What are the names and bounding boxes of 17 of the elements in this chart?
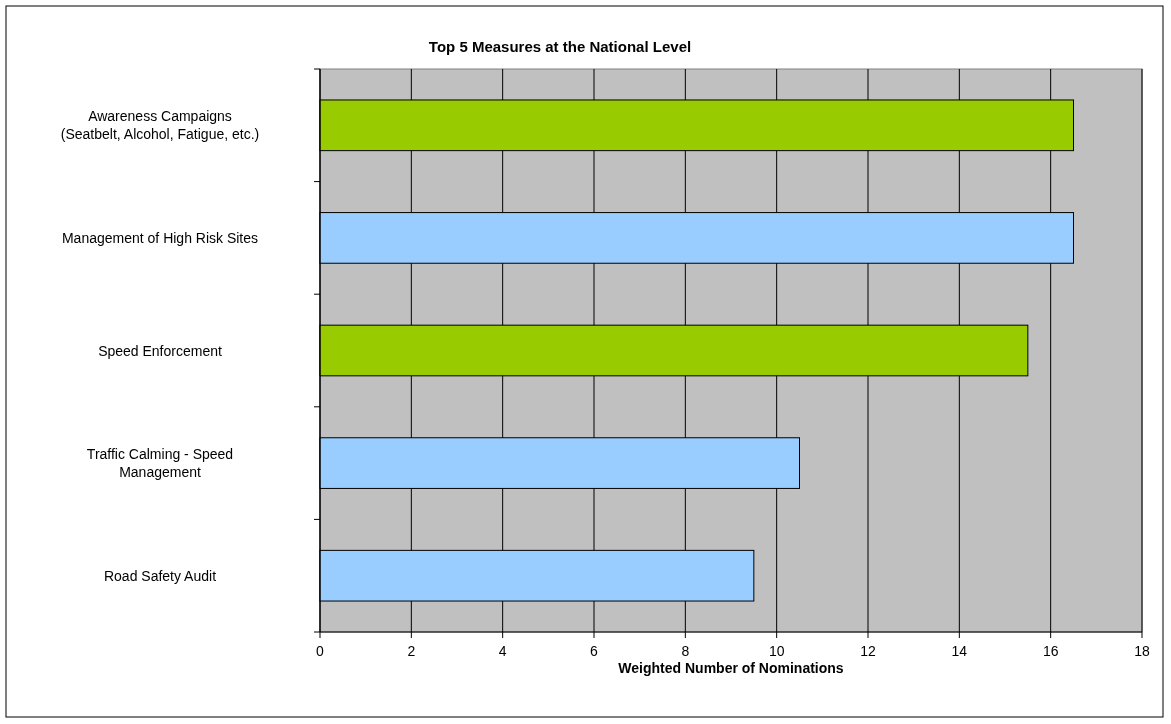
y-tick-label: Awareness Campaigns (Seatbelt, Alcohol, Fatigue, etc.) <box>60 108 260 143</box>
x-tick-label: 10 <box>768 643 785 659</box>
x-tick-label: 12 <box>860 643 876 659</box>
x-tick-label: 18 <box>1134 643 1150 659</box>
x-tick-label: 0 <box>316 643 325 659</box>
x-tick-label: 4 <box>498 643 507 659</box>
x-tick-label: 16 <box>1042 643 1059 659</box>
x-tick-label: 8 <box>681 643 690 659</box>
y-tick-label: Management of High Risk Sites <box>61 229 259 246</box>
y-tick-label: Speed Enforcement <box>98 342 222 359</box>
x-tick-label: 6 <box>590 643 599 659</box>
x-tick-label: 14 <box>951 643 968 659</box>
x-tick-label: 2 <box>407 643 416 659</box>
chart-title: Top 5 Measures at the National Level <box>428 38 692 55</box>
y-tick-label: Road Safety Audit <box>103 567 217 584</box>
x-axis-title: Weighted Number of Nominations <box>618 660 844 676</box>
y-tick-label: Traffic Calming - Speed Management <box>86 446 234 481</box>
